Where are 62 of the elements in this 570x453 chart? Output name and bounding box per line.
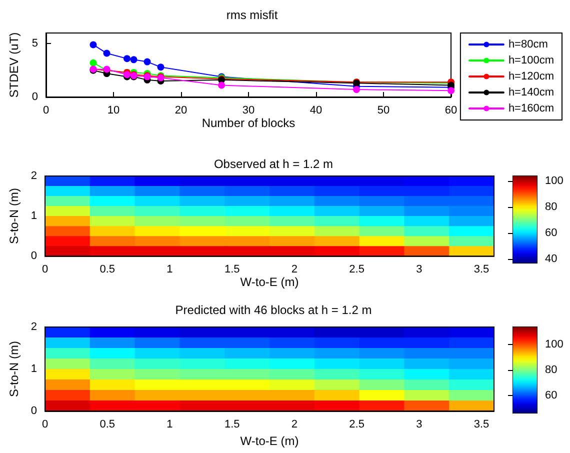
x-tick-label: 2 bbox=[291, 418, 298, 430]
y-tick-label: 0 bbox=[30, 250, 38, 262]
chart-title: Observed at h = 1.2 m bbox=[214, 157, 334, 171]
x-tick-label: 0 bbox=[42, 104, 50, 116]
y-tick-label: 2 bbox=[30, 321, 38, 333]
y-axis-title: S-to-N (m) bbox=[7, 188, 21, 244]
x-tick-label: 2 bbox=[291, 264, 298, 276]
x-tick-label: 1 bbox=[166, 418, 173, 430]
y-tick-label: 0 bbox=[30, 405, 38, 417]
x-tick-label: 2.5 bbox=[349, 418, 364, 430]
chart-title: Predicted with 46 blocks at h = 1.2 m bbox=[175, 303, 372, 317]
x-tick-label: 0.5 bbox=[100, 418, 116, 430]
color-bar-label: 60 bbox=[545, 227, 558, 240]
point bbox=[144, 58, 151, 66]
x-tick-label: 10 bbox=[107, 104, 120, 116]
color-bar-label: 100 bbox=[545, 175, 564, 188]
legend-label: h=160cm bbox=[508, 102, 554, 114]
x-tick-label: 50 bbox=[377, 104, 390, 116]
x-tick-label: 3 bbox=[416, 418, 422, 430]
x-tick-label: 0 bbox=[42, 418, 48, 430]
x-tick-label: 2.5 bbox=[349, 264, 364, 276]
x-tick-label: 40 bbox=[310, 104, 322, 116]
point bbox=[90, 41, 97, 48]
x-tick-label: 60 bbox=[444, 104, 458, 116]
point bbox=[353, 86, 360, 94]
y-tick-label: 2 bbox=[30, 170, 38, 182]
y-tick-label: 5 bbox=[32, 38, 38, 50]
y-tick-label: 1 bbox=[30, 363, 38, 375]
color-bar-label: 80 bbox=[545, 201, 558, 214]
x-axis-title: Number of blocks bbox=[202, 116, 296, 130]
x-tick-label: 1.5 bbox=[224, 264, 240, 276]
x-axis-title: W-to-E (m) bbox=[240, 434, 299, 448]
point bbox=[130, 56, 138, 64]
y-tick-label: 0 bbox=[32, 91, 38, 103]
point bbox=[103, 50, 110, 57]
chart-title: rms misfit bbox=[226, 8, 278, 22]
y-axis-title: STDEV (uT) bbox=[7, 32, 21, 98]
legend-label: h=140cm bbox=[508, 86, 554, 98]
color-bar-label: 80 bbox=[545, 364, 558, 376]
x-tick-label: 1 bbox=[166, 264, 173, 276]
point bbox=[448, 87, 454, 94]
point bbox=[124, 55, 130, 62]
legend-label: h=100cm bbox=[508, 54, 554, 66]
x-axis-title: W-to-E (m) bbox=[240, 275, 299, 289]
point bbox=[218, 82, 225, 89]
legend-label: h=80cm bbox=[508, 38, 548, 50]
color-bar-label: 100 bbox=[545, 338, 564, 351]
x-tick-label: 3.5 bbox=[474, 264, 490, 276]
x-tick-label: 1.5 bbox=[224, 418, 240, 430]
x-tick-label: 0.5 bbox=[100, 264, 116, 276]
point bbox=[157, 64, 164, 71]
legend-label: h=120cm bbox=[508, 70, 554, 82]
y-tick-label: 1 bbox=[30, 210, 38, 222]
x-tick-label: 30 bbox=[242, 104, 255, 116]
color-bar-label: 40 bbox=[545, 253, 558, 266]
point bbox=[90, 59, 97, 66]
y-axis-title: S-to-N (m) bbox=[7, 341, 21, 397]
color-bar-label: 60 bbox=[545, 389, 558, 402]
x-tick-label: 20 bbox=[174, 104, 188, 116]
x-tick-label: 3.5 bbox=[474, 418, 490, 430]
x-tick-label: 0 bbox=[42, 264, 48, 276]
x-tick-label: 3 bbox=[416, 264, 422, 276]
